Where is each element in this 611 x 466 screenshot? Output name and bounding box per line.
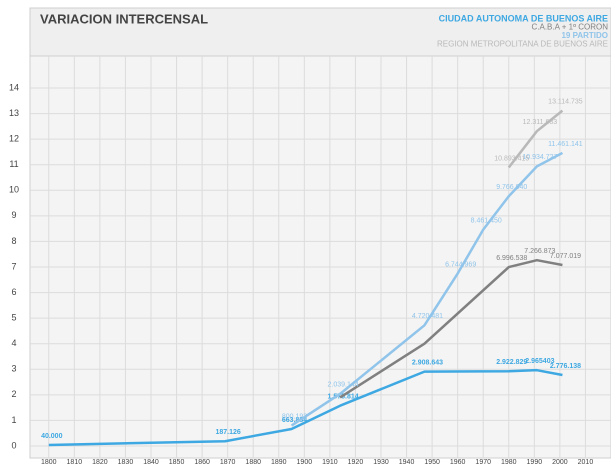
y-tick-label: 14 <box>9 82 19 92</box>
x-tick-label: 1890 <box>271 459 287 466</box>
value-label: 10.934.727 <box>522 154 557 161</box>
x-tick-label: 1910 <box>322 459 338 466</box>
value-label: 6.996.538 <box>496 255 527 262</box>
x-tick-label: 1830 <box>118 459 134 466</box>
x-tick-label: 1900 <box>297 459 313 466</box>
value-label: 187.126 <box>215 429 240 436</box>
x-tick-label: 2000 <box>552 459 568 466</box>
x-tick-label: 1980 <box>501 459 517 466</box>
value-label: 4.720.481 <box>412 313 443 320</box>
value-label: 10.893.415 <box>494 155 529 162</box>
y-tick-label: 1 <box>11 415 16 425</box>
value-label: 2.039.144 <box>328 382 359 389</box>
value-label: 11.461.141 <box>548 141 583 148</box>
value-label: 9.766.040 <box>496 184 527 191</box>
series-line <box>339 258 563 399</box>
y-tick-label: 5 <box>11 313 16 323</box>
value-label: 800.192 <box>282 413 307 420</box>
plot-background <box>29 7 611 459</box>
value-label: 8.461.450 <box>471 217 502 224</box>
legend-entry: REGION METROPOLITANA DE BUENOS AIRE <box>437 40 608 49</box>
x-tick-label: 1930 <box>373 459 389 466</box>
value-label: 2.776.138 <box>550 363 581 370</box>
y-tick-label: 6 <box>11 287 16 297</box>
y-tick-label: 9 <box>11 210 16 220</box>
value-label: 2.922.829 <box>496 359 527 366</box>
y-tick-label: 3 <box>11 364 16 374</box>
series-line <box>48 368 563 447</box>
x-tick-label: 1840 <box>143 459 159 466</box>
x-tick-label: 1920 <box>348 459 364 466</box>
header-box <box>29 7 611 57</box>
legend-entry: CIUDAD AUTONOMA DE BUENOS AIRE <box>439 13 608 23</box>
value-label: 40.000 <box>41 433 63 440</box>
chart-title: VARIACION INTERCENSAL <box>40 11 208 26</box>
x-tick-label: 1970 <box>475 459 491 466</box>
x-tick-label: 1950 <box>424 459 440 466</box>
y-tick-label: 2 <box>11 389 16 399</box>
value-label: 7.266.873 <box>524 248 555 255</box>
x-tick-label: 1870 <box>220 459 236 466</box>
x-tick-label: 1860 <box>194 459 210 466</box>
x-tick-label: 1850 <box>169 459 185 466</box>
value-label: 7.077.019 <box>550 253 581 260</box>
y-tick-label: 4 <box>11 338 16 348</box>
x-tick-label: 1810 <box>67 459 83 466</box>
value-label: 663.854 <box>282 417 307 424</box>
x-tick-label: 2010 <box>578 459 594 466</box>
legend-entry: 19 PARTIDO <box>561 31 608 40</box>
y-tick-label: 12 <box>9 134 19 144</box>
y-tick-label: 13 <box>9 108 19 118</box>
x-tick-label: 1940 <box>399 459 415 466</box>
series-line <box>290 151 564 427</box>
y-tick-label: 10 <box>9 185 19 195</box>
y-tick-label: 11 <box>9 159 18 169</box>
value-label: 1.575.814 <box>328 394 359 401</box>
y-tick-label: 0 <box>11 440 16 450</box>
x-tick-label: 1800 <box>41 459 57 466</box>
x-tick-label: 1960 <box>450 459 466 466</box>
y-tick-label: 7 <box>11 261 16 271</box>
legend-entry: C.A.B.A + 1º CORON <box>532 23 609 32</box>
value-label: 6.744.969 <box>445 261 476 268</box>
y-tick-label: 8 <box>11 236 16 246</box>
value-label: 2.965403 <box>525 358 554 365</box>
value-label: 12.311.683 <box>523 119 558 126</box>
value-label: 2.908.643 <box>412 359 443 366</box>
x-tick-label: 1880 <box>245 459 261 466</box>
x-tick-label: 1990 <box>527 459 543 466</box>
value-label: 13.114.735 <box>548 98 583 105</box>
series-line <box>507 109 564 169</box>
x-tick-label: 1820 <box>92 459 108 466</box>
